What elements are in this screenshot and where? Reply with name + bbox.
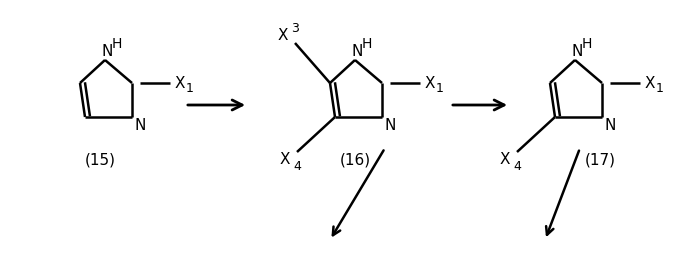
Text: 1: 1 — [656, 83, 664, 95]
Text: 1: 1 — [186, 83, 194, 95]
Text: X: X — [278, 27, 288, 43]
Text: X: X — [425, 76, 435, 90]
Text: X: X — [280, 153, 290, 168]
Text: N: N — [604, 118, 616, 133]
Text: (16): (16) — [340, 153, 370, 168]
Text: X: X — [645, 76, 655, 90]
Text: (15): (15) — [85, 153, 116, 168]
Text: 1: 1 — [436, 83, 444, 95]
Text: N: N — [102, 44, 113, 59]
Text: 4: 4 — [513, 160, 521, 172]
Text: X: X — [175, 76, 186, 90]
Text: 3: 3 — [291, 23, 299, 36]
Text: N: N — [384, 118, 395, 133]
Text: X: X — [500, 153, 510, 168]
Text: H: H — [112, 37, 122, 51]
Text: N: N — [351, 44, 363, 59]
Text: N: N — [134, 118, 146, 133]
Text: 4: 4 — [293, 160, 301, 172]
Text: H: H — [582, 37, 592, 51]
Text: (17): (17) — [584, 153, 615, 168]
Text: N: N — [571, 44, 582, 59]
Text: H: H — [362, 37, 372, 51]
